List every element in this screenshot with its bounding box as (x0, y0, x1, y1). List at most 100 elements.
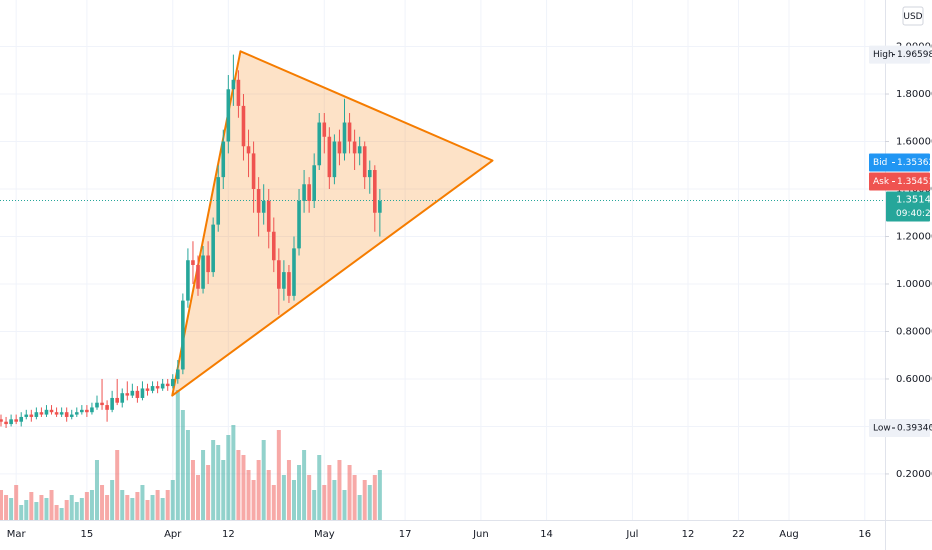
candle-body (277, 260, 281, 289)
candle-body (362, 146, 367, 178)
candle-body (170, 378, 175, 387)
candle-body (373, 170, 377, 213)
candle-body (85, 409, 89, 413)
candle-body (256, 189, 261, 213)
price-label-name: Ask (873, 177, 890, 187)
volume-bar (312, 490, 317, 520)
axis-layer: 0.200000.400000.600000.800001.000001.200… (7, 42, 932, 540)
volume-bar (342, 490, 347, 520)
volume-bar (221, 460, 226, 520)
volume-bar (150, 495, 155, 520)
candle-body (19, 416, 24, 422)
candle-body (95, 402, 99, 408)
y-tick-label: 1.00000 (896, 279, 932, 290)
volume-bar (4, 495, 9, 520)
volume-bar (54, 505, 59, 520)
candle-body (59, 412, 64, 415)
candle-body (266, 200, 271, 232)
candle-body (155, 386, 160, 389)
volume-bar (110, 480, 115, 520)
volume-bar (276, 430, 281, 520)
volume-bar (145, 500, 150, 520)
volume-bar (84, 492, 89, 520)
volume-bar (297, 465, 302, 520)
volume-bar (14, 485, 19, 520)
candle-body (246, 146, 251, 154)
x-tick-label: 12 (682, 529, 695, 540)
volume-bar (206, 465, 211, 520)
volume-bar (170, 480, 175, 520)
candle-body (216, 177, 221, 225)
last-price-box (886, 191, 930, 222)
volume-bar (241, 455, 246, 520)
candle-body (110, 397, 114, 410)
volume-bar (337, 460, 342, 520)
volume-bar (377, 470, 382, 520)
volume-bar (201, 450, 206, 520)
candle-body (165, 383, 170, 387)
volume-bar (322, 485, 327, 520)
pattern-layer (0, 50, 885, 397)
candle-body (196, 264, 200, 289)
volume-bar (115, 450, 120, 520)
candle-body (29, 414, 34, 417)
volume-bar (185, 430, 190, 520)
volume-bar (165, 490, 170, 520)
candle-body (115, 397, 119, 403)
volume-bar (155, 490, 160, 520)
volume-bar (0, 490, 4, 520)
volume-bar (261, 440, 266, 520)
x-tick-label: 14 (540, 529, 553, 540)
candle-body (367, 170, 372, 178)
candle-body (297, 200, 301, 249)
volume-bar (302, 450, 307, 520)
price-label-box (869, 153, 930, 172)
volume-bar (317, 455, 322, 520)
volume-bar (140, 485, 145, 520)
volume-layer (0, 390, 382, 520)
candle-body (125, 393, 130, 396)
candle-body (342, 122, 347, 154)
currency-box[interactable] (902, 6, 924, 26)
volume-bar (216, 445, 221, 520)
volume-bar (135, 492, 140, 520)
volume-bar (362, 480, 367, 520)
price-label-box (869, 45, 930, 64)
candle-body (44, 409, 49, 415)
volume-bar (286, 460, 291, 520)
candle-body (0, 419, 3, 422)
volume-bar (180, 410, 185, 520)
volume-bar (236, 450, 241, 520)
volume-bar (256, 460, 261, 520)
volume-bar (39, 495, 44, 520)
candle-body (211, 224, 215, 273)
volume-bar (281, 475, 286, 520)
volume-bar (327, 465, 332, 520)
candle-body (24, 414, 29, 417)
candle-body (80, 409, 84, 413)
volume-bar (105, 495, 110, 520)
candle-body (231, 79, 236, 90)
volume-bar (175, 390, 180, 520)
candle-body (236, 79, 241, 106)
volume-bar (291, 480, 296, 520)
last-price: 1.35145 (896, 195, 932, 206)
volume-bar (190, 460, 195, 520)
candle-body (352, 141, 357, 154)
y-tick-label: 1.80000 (896, 89, 932, 100)
x-tick-label: 22 (732, 529, 745, 540)
volume-bar (211, 440, 216, 520)
x-tick-label: Mar (7, 529, 27, 540)
volume-bar (372, 475, 377, 520)
currency[interactable]: USD (903, 12, 922, 22)
price-label-value: 1.35451 (897, 177, 932, 187)
price-label-value: 1.35362 (897, 158, 932, 168)
candle-body (120, 393, 125, 403)
volume-bar (307, 475, 312, 520)
volume-bar (352, 475, 357, 520)
